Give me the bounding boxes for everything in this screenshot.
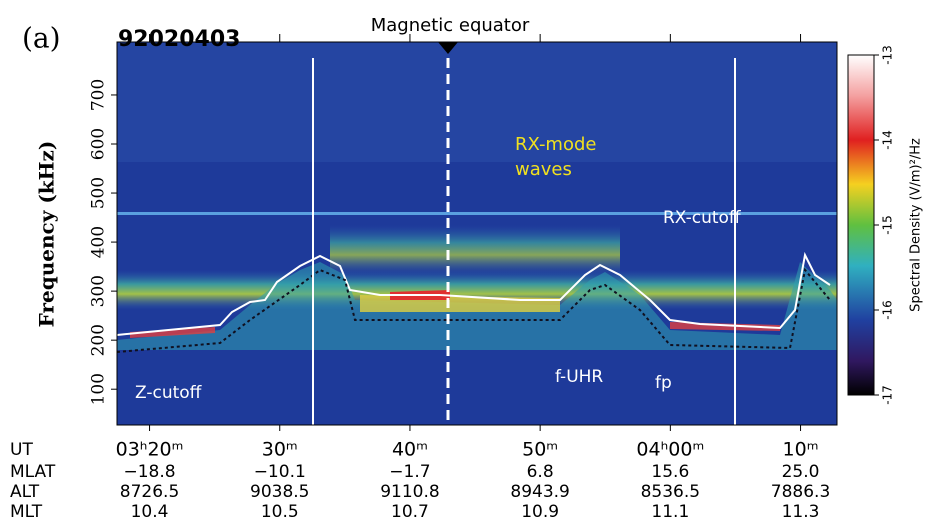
row-label: UT <box>10 440 33 460</box>
row-value: −1.7 <box>389 462 430 482</box>
row-value: 25.0 <box>782 462 820 482</box>
row-value: 10.7 <box>391 502 429 522</box>
colorbar-tick-label: -13 <box>881 45 895 65</box>
row-value: 9038.5 <box>250 482 309 502</box>
colorbar-tick-label: -14 <box>881 130 895 150</box>
row-value: 10.5 <box>261 502 299 522</box>
annotation: f-UHR <box>555 367 603 387</box>
row-value: 11.3 <box>782 502 820 522</box>
colorbar-tick-label: -16 <box>881 300 895 320</box>
row-value: 10.4 <box>131 502 169 522</box>
panel-label: (a) <box>22 22 61 55</box>
row-value: 8536.5 <box>641 482 700 502</box>
colorbar-label: Spectral Density (V/m)²/Hz <box>909 138 924 312</box>
x-tick-label: 50ᵐ <box>522 439 558 461</box>
x-tick-label: 30ᵐ <box>262 439 298 461</box>
y-axis-label: Frequency (kHz) <box>35 141 59 328</box>
y-tick-label: 600 <box>89 128 109 160</box>
x-tick-label: 04ʰ00ᵐ <box>636 439 704 461</box>
row-value: 11.1 <box>651 502 689 522</box>
y-tick-label: 400 <box>89 226 109 258</box>
chart-title: 92020403 <box>118 27 240 52</box>
row-value: −18.8 <box>123 462 175 482</box>
row-value: 9110.8 <box>380 482 439 502</box>
y-tick-label: 300 <box>89 275 109 307</box>
colorbar <box>847 54 875 396</box>
y-tick-label: 500 <box>89 177 109 209</box>
x-tick-label: 40ᵐ <box>392 439 428 461</box>
x-tick-label: 10ᵐ <box>783 439 819 461</box>
spectrogram <box>116 41 838 426</box>
y-tick-label: 200 <box>89 324 109 356</box>
row-value: 8943.9 <box>510 482 569 502</box>
annotation: RX-mode <box>515 134 596 155</box>
annotation: waves <box>515 159 572 180</box>
row-label: MLT <box>10 502 43 522</box>
annotation: fp <box>655 373 672 393</box>
annotation: Magnetic equator <box>371 15 530 36</box>
annotation: RX-cutoff <box>663 208 742 228</box>
row-value: 15.6 <box>651 462 689 482</box>
annotation: Z-cutoff <box>135 383 203 403</box>
colorbar-tick-label: -17 <box>881 385 895 405</box>
y-tick-label: 100 <box>89 373 109 405</box>
row-label: MLAT <box>10 462 56 482</box>
row-value: 10.9 <box>521 502 559 522</box>
x-tick-label: 03ʰ20ᵐ <box>116 439 184 461</box>
row-value: 6.8 <box>527 462 554 482</box>
y-tick-label: 700 <box>89 79 109 111</box>
row-value: −10.1 <box>254 462 306 482</box>
row-value: 7886.3 <box>771 482 830 502</box>
row-label: ALT <box>10 482 40 502</box>
row-value: 8726.5 <box>120 482 179 502</box>
colorbar-tick-label: -15 <box>881 215 895 235</box>
